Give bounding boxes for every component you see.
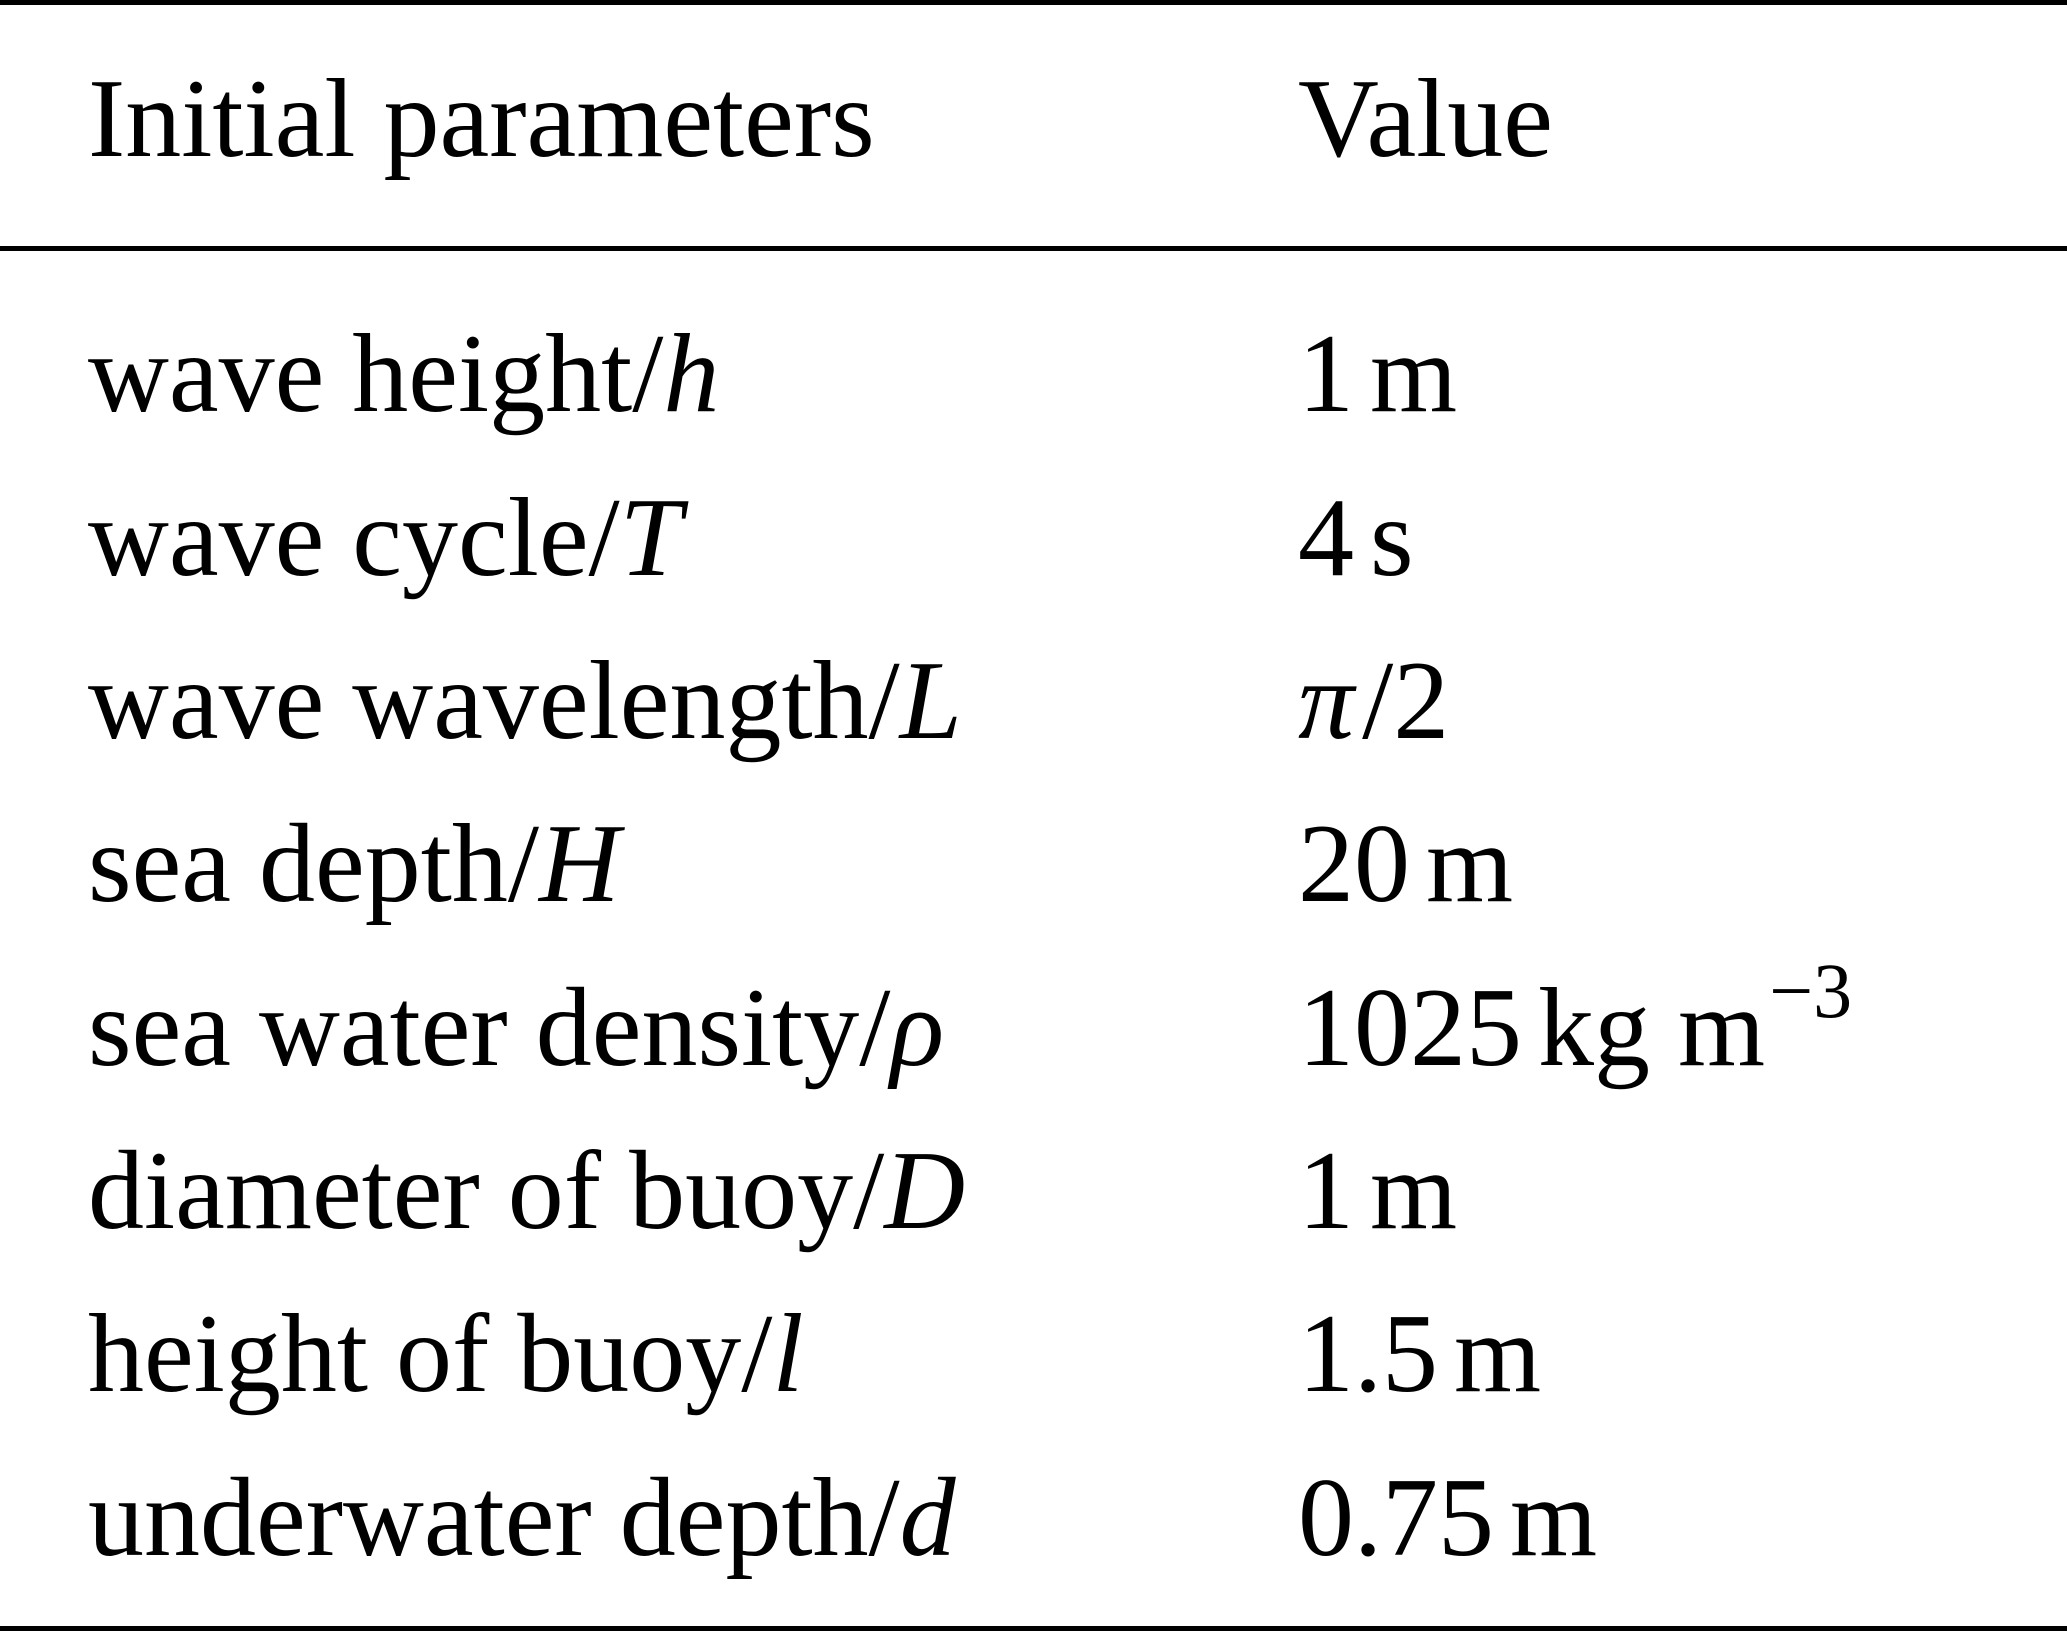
row-label: height of buoy/l [88,1292,804,1416]
row-value: 1025 kg m−3 [1298,947,1853,1090]
table-row: sea water density/ρ 1025 kg m−3 [0,947,2067,1102]
row-label: underwater depth/d [88,1456,956,1580]
table-header-row: Initial parameters Value [0,63,2067,193]
table-header-rule [0,246,2067,251]
row-label: sea depth/H [88,802,620,926]
row-label: wave cycle/T [88,476,682,600]
header-value: Value [1298,57,1554,181]
table-row: sea depth/H 20 m [0,808,2067,938]
table-top-rule [0,0,2067,5]
row-label: wave height/h [88,312,720,436]
table-row: wave wavelength/L π/2 [0,645,2067,775]
table-row: height of buoy/l 1.5 m [0,1298,2067,1428]
row-label: diameter of buoy/D [88,1129,966,1253]
table-bottom-rule [0,1626,2067,1631]
row-label: wave wavelength/L [88,639,962,763]
row-label: sea water density/ρ [88,966,945,1090]
row-value: 0.75 m [1298,1456,1598,1580]
header-parameter: Initial parameters [88,57,875,181]
table-row: underwater depth/d 0.75 m [0,1462,2067,1592]
row-value: 1.5 m [1298,1292,1542,1416]
row-value: π/2 [1298,639,1450,763]
row-value: 20 m [1298,802,1514,926]
